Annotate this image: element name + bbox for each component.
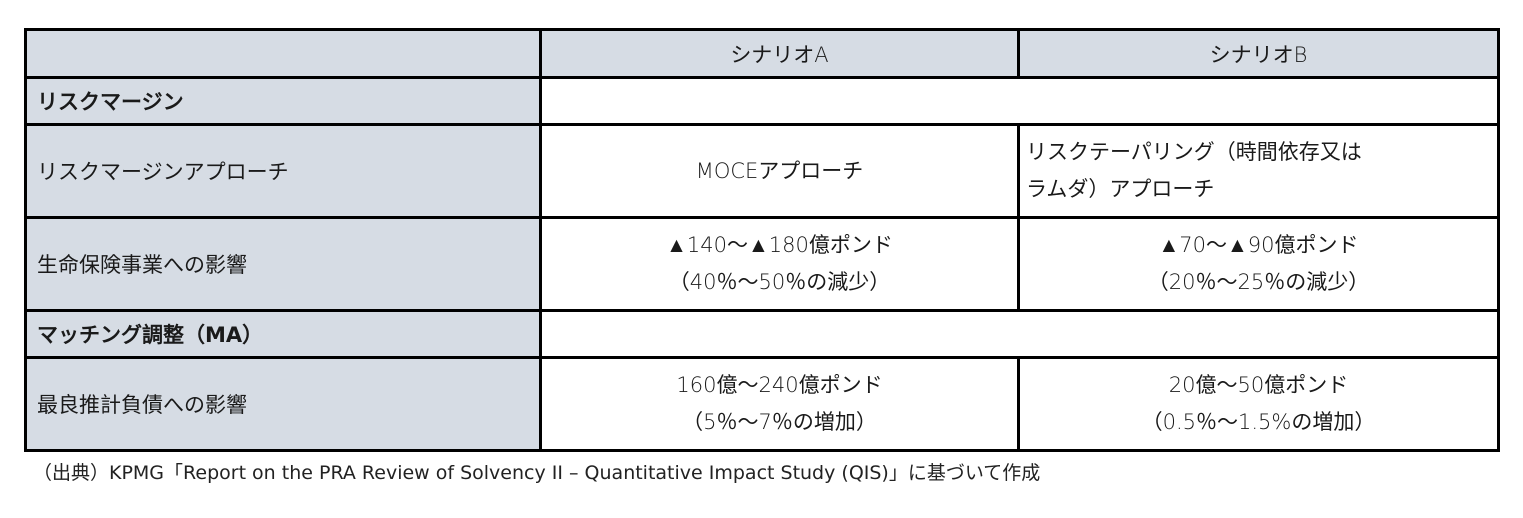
cell-scenario-a: ▲140～▲180億ポンド （40％～50％の減少） — [539, 216, 1020, 312]
header-scenario-a: シナリオA — [539, 28, 1020, 79]
section-row-risk-margin: リスクマージン — [24, 76, 1500, 126]
section-title-risk-margin: リスクマージン — [24, 76, 542, 126]
cell-line: 20億～50億ポンド — [1168, 373, 1349, 397]
row-label: 最良推計負債への影響 — [24, 356, 542, 452]
cell-line: （0.5％～1.5%の増加） — [1141, 410, 1376, 434]
cell-line: （20％～25％の減少） — [1147, 270, 1370, 294]
comparison-table: シナリオA シナリオB リスクマージン リスクマージンアプローチ MOCEアプロ… — [24, 28, 1500, 452]
cell-scenario-a: MOCEアプローチ — [539, 123, 1020, 219]
header-row: シナリオA シナリオB — [24, 28, 1500, 79]
table-row-best-estimate-impact: 最良推計負債への影響 160億～240億ポンド （5％～7％の増加） 20億～5… — [24, 356, 1500, 452]
header-empty-cell — [24, 28, 542, 79]
table-row-life-insurance-impact: 生命保険事業への影響 ▲140～▲180億ポンド （40％～50％の減少） ▲7… — [24, 216, 1500, 312]
cell-scenario-b: リスクテーパリング（時間依存又は ラムダ）アプローチ — [1017, 123, 1500, 219]
cell-scenario-a: 160億～240億ポンド （5％～7％の増加） — [539, 356, 1020, 452]
cell-line: ラムダ）アプローチ — [1026, 177, 1215, 201]
header-scenario-b: シナリオB — [1017, 28, 1500, 79]
cell-scenario-b: 20億～50億ポンド （0.5％～1.5%の増加） — [1017, 356, 1500, 452]
section-empty-cell — [539, 76, 1500, 126]
cell-line: 160億～240億ポンド — [676, 373, 883, 397]
cell-line: ▲70～▲90億ポンド — [1158, 233, 1359, 257]
section-empty-cell — [539, 309, 1500, 359]
cell-line: （5％～7％の増加） — [682, 410, 877, 434]
row-label: 生命保険事業への影響 — [24, 216, 542, 312]
source-footnote: （出典）KPMG「Report on the PRA Review of Sol… — [33, 462, 1041, 484]
cell-line: リスクテーパリング（時間依存又は — [1026, 140, 1362, 164]
cell-line: MOCEアプローチ — [695, 158, 864, 183]
table-row-risk-margin-approach: リスクマージンアプローチ MOCEアプローチ リスクテーパリング（時間依存又は … — [24, 123, 1500, 219]
cell-line: （40％～50％の減少） — [668, 270, 891, 294]
section-title-matching-adjustment: マッチング調整（MA） — [24, 309, 542, 359]
cell-scenario-b: ▲70～▲90億ポンド （20％～25％の減少） — [1017, 216, 1500, 312]
cell-line: ▲140～▲180億ポンド — [666, 233, 893, 257]
row-label: リスクマージンアプローチ — [24, 123, 542, 219]
section-row-matching-adjustment: マッチング調整（MA） — [24, 309, 1500, 359]
